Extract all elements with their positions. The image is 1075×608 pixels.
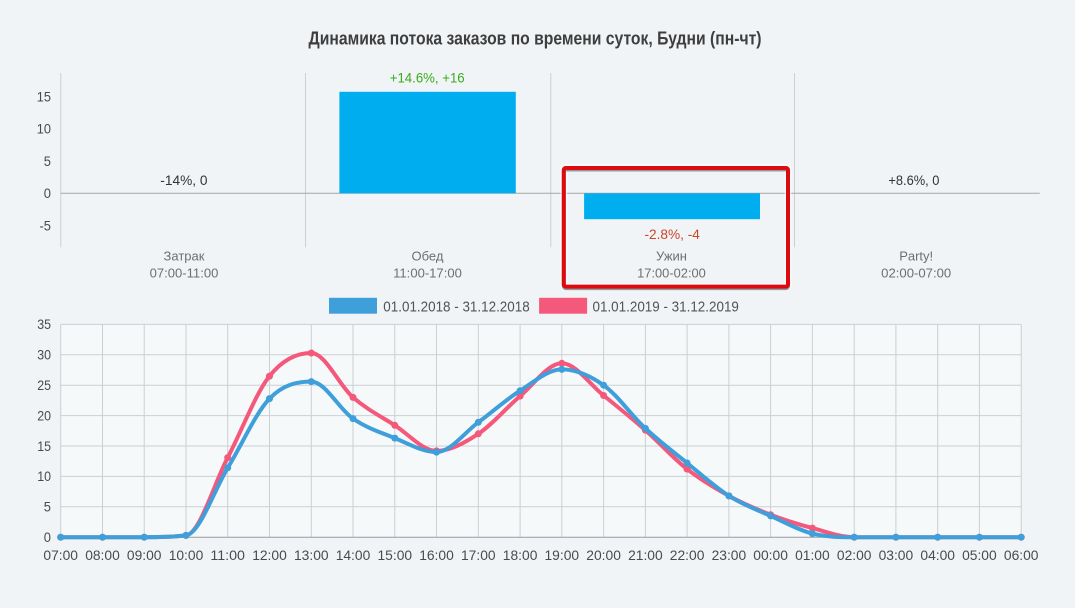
svg-text:02:00-07:00: 02:00-07:00 bbox=[881, 266, 951, 281]
svg-text:05:00: 05:00 bbox=[962, 547, 997, 563]
svg-text:0: 0 bbox=[44, 529, 51, 545]
svg-text:18:00: 18:00 bbox=[503, 547, 538, 563]
svg-text:17:00-02:00: 17:00-02:00 bbox=[637, 266, 706, 281]
svg-text:12:00: 12:00 bbox=[252, 547, 287, 563]
svg-text:13:00: 13:00 bbox=[294, 547, 329, 563]
svg-text:16:00: 16:00 bbox=[419, 547, 454, 563]
svg-text:08:00: 08:00 bbox=[85, 547, 120, 563]
svg-text:Динамика потока заказов по вре: Динамика потока заказов по времени суток… bbox=[309, 28, 762, 48]
svg-text:01.01.2018 - 31.12.2018: 01.01.2018 - 31.12.2018 bbox=[383, 298, 529, 315]
svg-text:30: 30 bbox=[37, 347, 51, 363]
svg-text:20: 20 bbox=[37, 407, 51, 423]
svg-text:04:00: 04:00 bbox=[920, 547, 955, 563]
svg-text:00:00: 00:00 bbox=[753, 547, 788, 563]
svg-text:10: 10 bbox=[37, 468, 51, 484]
svg-text:01.01.2019 - 31.12.2019: 01.01.2019 - 31.12.2019 bbox=[593, 298, 739, 315]
svg-text:15: 15 bbox=[37, 438, 51, 454]
svg-text:5: 5 bbox=[44, 153, 51, 169]
svg-text:02:00: 02:00 bbox=[837, 547, 872, 563]
svg-text:15: 15 bbox=[37, 89, 51, 105]
svg-text:+8.6%, 0: +8.6%, 0 bbox=[888, 172, 939, 188]
svg-text:10:00: 10:00 bbox=[169, 547, 204, 563]
svg-text:09:00: 09:00 bbox=[127, 547, 162, 563]
svg-text:03:00: 03:00 bbox=[879, 547, 914, 563]
svg-text:10: 10 bbox=[37, 121, 51, 137]
svg-text:35: 35 bbox=[37, 316, 51, 332]
svg-text:22:00: 22:00 bbox=[670, 547, 705, 563]
svg-text:0: 0 bbox=[44, 185, 51, 201]
svg-text:5: 5 bbox=[44, 499, 51, 515]
svg-text:14:00: 14:00 bbox=[336, 547, 371, 563]
svg-text:01:00: 01:00 bbox=[795, 547, 830, 563]
svg-text:17:00: 17:00 bbox=[461, 547, 496, 563]
svg-text:07:00-11:00: 07:00-11:00 bbox=[150, 266, 219, 281]
svg-text:20:00: 20:00 bbox=[586, 547, 621, 563]
svg-text:23:00: 23:00 bbox=[712, 547, 747, 563]
svg-text:-14%, 0: -14%, 0 bbox=[160, 172, 207, 188]
svg-text:Ужин: Ужин bbox=[656, 248, 687, 263]
svg-text:15:00: 15:00 bbox=[378, 547, 413, 563]
svg-text:11:00-17:00: 11:00-17:00 bbox=[393, 266, 462, 281]
svg-text:-5: -5 bbox=[40, 217, 52, 233]
svg-text:Party!: Party! bbox=[899, 248, 933, 263]
svg-text:Затрак: Затрак bbox=[164, 248, 205, 263]
svg-text:07:00: 07:00 bbox=[43, 547, 78, 563]
svg-text:11:00: 11:00 bbox=[210, 547, 245, 563]
svg-text:+14.6%, +16: +14.6%, +16 bbox=[390, 70, 465, 86]
svg-text:Обед: Обед bbox=[412, 248, 444, 263]
svg-text:-2.8%, -4: -2.8%, -4 bbox=[645, 226, 701, 242]
svg-text:25: 25 bbox=[37, 377, 51, 393]
svg-text:21:00: 21:00 bbox=[628, 547, 663, 563]
svg-text:19:00: 19:00 bbox=[545, 547, 580, 563]
svg-text:06:00: 06:00 bbox=[1004, 547, 1039, 563]
